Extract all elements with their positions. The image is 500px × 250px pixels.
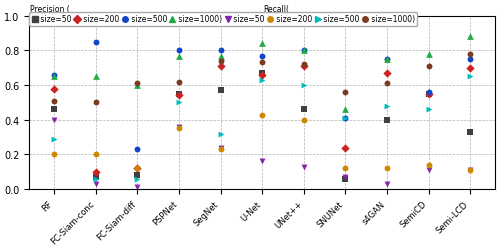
Point bbox=[424, 52, 432, 56]
Point bbox=[92, 153, 100, 157]
Point bbox=[134, 174, 141, 178]
Point bbox=[50, 73, 58, 77]
Point bbox=[50, 99, 58, 103]
Point bbox=[424, 65, 432, 69]
Point bbox=[466, 168, 474, 172]
Point bbox=[342, 167, 349, 171]
Point bbox=[134, 177, 141, 181]
Point bbox=[300, 118, 308, 122]
Point bbox=[342, 91, 349, 95]
Legend:  size=50,  size=200,  size=500,  size=1000),  size=50,  size=200,  size=500,  si: size=50, size=200, size=500, size=1000),… bbox=[30, 13, 418, 27]
Point bbox=[300, 49, 308, 53]
Point bbox=[50, 137, 58, 141]
Point bbox=[134, 82, 141, 86]
Point bbox=[92, 40, 100, 44]
Point bbox=[258, 113, 266, 117]
Point bbox=[383, 118, 391, 122]
Point bbox=[258, 54, 266, 58]
Point bbox=[466, 66, 474, 70]
Point bbox=[50, 87, 58, 91]
Point bbox=[50, 153, 58, 157]
Point bbox=[383, 82, 391, 86]
Point bbox=[50, 75, 58, 79]
Point bbox=[342, 146, 349, 150]
Point bbox=[92, 177, 100, 181]
Point bbox=[92, 175, 100, 179]
Point bbox=[216, 60, 224, 64]
Point bbox=[342, 108, 349, 112]
Point bbox=[216, 89, 224, 93]
Point bbox=[383, 104, 391, 108]
Point bbox=[300, 108, 308, 112]
Point bbox=[300, 165, 308, 169]
Point bbox=[300, 65, 308, 69]
Point bbox=[466, 52, 474, 56]
Point bbox=[300, 63, 308, 67]
Point bbox=[175, 125, 183, 129]
Point bbox=[92, 101, 100, 105]
Point bbox=[216, 132, 224, 136]
Point bbox=[466, 75, 474, 79]
Point bbox=[216, 49, 224, 53]
Point bbox=[134, 167, 141, 171]
Point bbox=[258, 42, 266, 46]
Point bbox=[175, 92, 183, 96]
Point bbox=[424, 163, 432, 167]
Point bbox=[258, 78, 266, 82]
Point bbox=[383, 167, 391, 171]
Point bbox=[424, 91, 432, 95]
Point bbox=[466, 58, 474, 62]
Point bbox=[258, 72, 266, 76]
Point bbox=[216, 65, 224, 69]
Point bbox=[342, 177, 349, 181]
Text: Recall(: Recall( bbox=[264, 4, 289, 14]
Point bbox=[424, 92, 432, 96]
Point bbox=[50, 108, 58, 112]
Point bbox=[175, 101, 183, 105]
Point bbox=[92, 75, 100, 79]
Point bbox=[258, 160, 266, 164]
Text: Precision (: Precision ( bbox=[30, 4, 70, 14]
Point bbox=[216, 54, 224, 58]
Point bbox=[466, 35, 474, 39]
Point bbox=[383, 58, 391, 62]
Point bbox=[342, 116, 349, 120]
Point bbox=[342, 116, 349, 120]
Point bbox=[383, 182, 391, 186]
Point bbox=[50, 118, 58, 122]
Point bbox=[134, 148, 141, 152]
Point bbox=[92, 182, 100, 186]
Point bbox=[92, 170, 100, 174]
Point bbox=[424, 92, 432, 96]
Point bbox=[300, 84, 308, 88]
Point bbox=[383, 58, 391, 62]
Point bbox=[258, 61, 266, 65]
Point bbox=[134, 84, 141, 88]
Point bbox=[300, 49, 308, 53]
Point bbox=[466, 168, 474, 172]
Point bbox=[175, 127, 183, 131]
Point bbox=[175, 80, 183, 84]
Point bbox=[258, 73, 266, 77]
Point bbox=[175, 49, 183, 53]
Point bbox=[342, 175, 349, 179]
Point bbox=[216, 148, 224, 152]
Point bbox=[134, 167, 141, 171]
Point bbox=[383, 72, 391, 76]
Point bbox=[216, 146, 224, 150]
Point bbox=[175, 94, 183, 98]
Point bbox=[134, 186, 141, 190]
Point bbox=[424, 168, 432, 172]
Point bbox=[466, 130, 474, 134]
Point bbox=[175, 54, 183, 58]
Point bbox=[424, 108, 432, 112]
